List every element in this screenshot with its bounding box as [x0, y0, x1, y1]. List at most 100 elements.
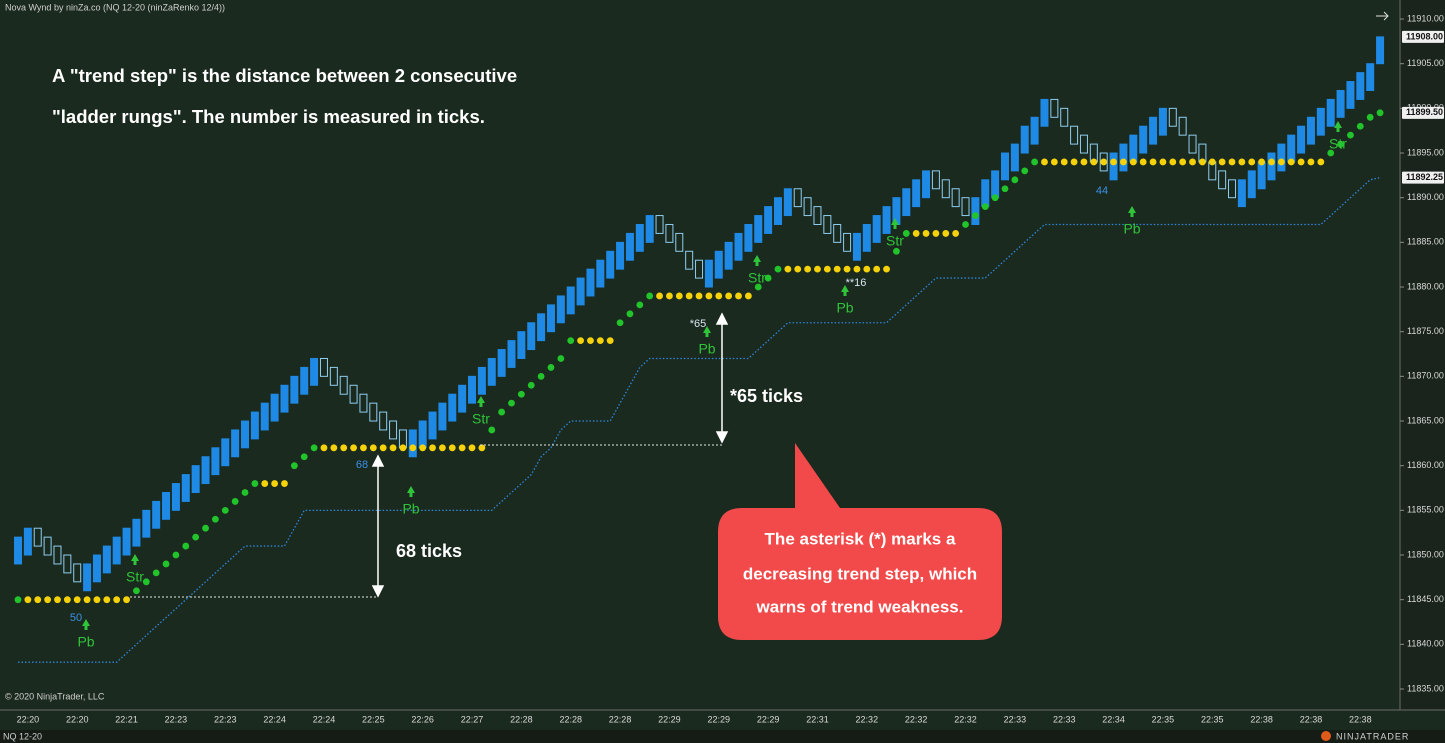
ladder-dot [557, 355, 565, 362]
x-tick-label: 22:38 [1349, 714, 1372, 724]
x-tick-label: 22:28 [510, 714, 533, 724]
ladder-dot [330, 444, 338, 452]
ladder-dot [439, 444, 446, 452]
x-tick-label: 22:29 [658, 714, 681, 724]
trail-line [18, 176, 1381, 663]
ladder-dot [616, 319, 624, 327]
down-bar [833, 223, 842, 243]
up-bar [201, 456, 210, 485]
up-bar [497, 349, 506, 377]
ladder-dot [922, 230, 930, 237]
x-tick-label: 22:24 [263, 714, 286, 724]
brand-logo [1321, 731, 1331, 741]
up-bar [1356, 72, 1365, 100]
ladder-dot [517, 390, 525, 398]
price-marker-label: 11899.50 [1406, 107, 1443, 117]
ladder-dot [113, 596, 121, 604]
down-bar [941, 179, 950, 199]
ladder-dot [182, 542, 190, 550]
up-bar [546, 304, 555, 333]
price-marker-label: 11892.25 [1406, 172, 1443, 182]
x-tick-label: 22:28 [609, 714, 632, 724]
y-tick-label: 11865.00 [1407, 415, 1444, 425]
ladder-dot [1287, 158, 1295, 166]
y-tick-label: 11910.00 [1407, 13, 1444, 23]
up-bar [507, 340, 516, 368]
up-bar [280, 384, 289, 413]
signal-arrows [82, 121, 1342, 630]
ladder-dot [754, 283, 762, 291]
ladder-dot [202, 524, 209, 532]
x-tick-label: 22:33 [1053, 714, 1076, 724]
down-bar [1079, 134, 1088, 154]
up-bar [221, 438, 230, 467]
down-bar [813, 206, 822, 225]
ladder-dot [1011, 176, 1019, 184]
instrument: NQ 12-20 [3, 731, 42, 741]
ladder-dot [1347, 131, 1354, 139]
x-tick-label: 22:29 [708, 714, 731, 724]
y-tick-label: 11885.00 [1407, 237, 1444, 247]
ladder-dot [1179, 158, 1187, 166]
ladder-dot [833, 265, 841, 273]
ladder-dot [735, 292, 742, 300]
down-bar [33, 527, 42, 547]
ladder-dot [1149, 158, 1157, 166]
ladder-dot [360, 444, 367, 452]
ladder-dot [1317, 158, 1325, 166]
up-bar [635, 223, 644, 252]
measure-arrow [371, 312, 729, 598]
down-bar [1060, 107, 1069, 127]
down-bar [369, 402, 378, 422]
brand: NINJATRADER [1336, 731, 1409, 741]
up-bar [852, 232, 861, 261]
ladder-dot [804, 265, 811, 273]
x-tick-label: 22:31 [806, 714, 829, 724]
price-marker [1402, 171, 1444, 184]
ladder-dot [991, 194, 999, 202]
ladder-dot [1327, 149, 1335, 157]
ladder-dot [1159, 158, 1167, 166]
scroll-icon[interactable] [1376, 11, 1389, 21]
y-tick-label: 11870.00 [1407, 371, 1444, 381]
x-tick-label: 22:25 [362, 714, 385, 724]
down-bar [823, 215, 832, 234]
ladder-dot [971, 212, 979, 219]
up-bar [645, 215, 654, 243]
up-bar [260, 402, 269, 431]
explainer: A "trend step" is the distance between 2… [52, 65, 517, 86]
ladder-dot [1366, 113, 1374, 121]
ladder-dot [1070, 158, 1078, 166]
copyright: © 2020 NinjaTrader, LLC [5, 691, 105, 701]
down-bar [1218, 170, 1227, 190]
ladder-dot [419, 444, 427, 452]
up-bar [882, 206, 891, 234]
signal: Str [472, 411, 490, 427]
up-bar [1010, 143, 1019, 172]
ladder-dot [498, 408, 506, 416]
ladder-dot [902, 230, 910, 237]
down-bar [389, 420, 398, 440]
x-tick-label: 22:38 [1300, 714, 1323, 724]
up-bar [171, 483, 180, 511]
up-bar [902, 188, 911, 217]
signal: Str [126, 569, 144, 585]
up-bar [922, 170, 931, 199]
up-bar [537, 313, 546, 342]
up-bar [23, 527, 32, 556]
x-tick-label: 22:29 [757, 714, 780, 724]
up-bar [152, 500, 161, 529]
ladder-dot [221, 506, 229, 514]
step-label: **16 [846, 277, 867, 289]
ladder-dot [981, 203, 989, 211]
ladder-dot [814, 265, 821, 273]
ladder-dot [1208, 158, 1216, 166]
up-bar [162, 491, 171, 520]
up-bar [556, 295, 565, 324]
x-tick-label: 22:34 [1102, 714, 1125, 724]
up-bar [14, 536, 22, 565]
ladder-dot [1100, 158, 1108, 166]
x-tick-label: 22:32 [856, 714, 879, 724]
ladder-dot [675, 292, 683, 300]
ladder-dot [912, 230, 920, 237]
